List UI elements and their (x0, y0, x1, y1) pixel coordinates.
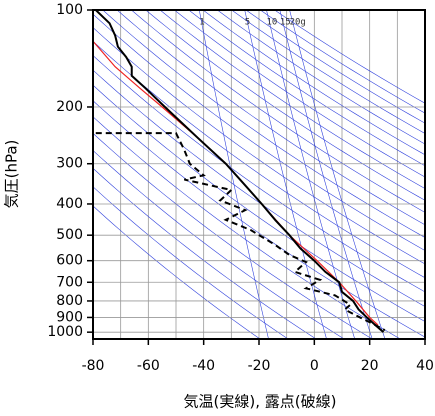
y-tick-label: 700 (56, 274, 83, 290)
mixing-ratio-label: 15 (280, 18, 291, 28)
dry-adiabat (131, 10, 425, 213)
x-tick-label: -40 (192, 358, 215, 374)
y-tick-label: 300 (56, 156, 83, 172)
y-tick-label: 800 (56, 293, 83, 309)
mixing-ratio-line (279, 10, 373, 339)
mixing-ratio-line (198, 10, 269, 339)
dry-adiabat (245, 10, 425, 124)
dry-adiabat (93, 132, 373, 339)
dry-adiabat (145, 10, 425, 201)
dry-adiabat (102, 10, 425, 238)
x-tick-label: -60 (137, 358, 160, 374)
y-tick-label: 600 (56, 253, 83, 269)
dry-adiabat (93, 100, 425, 338)
mixing-ratio-line (266, 10, 356, 339)
dry-adiabat (116, 10, 425, 226)
mixing-ratio-line (289, 10, 386, 339)
y-tick-label: 200 (56, 99, 83, 115)
mixing-ratio-label: 1 (199, 18, 204, 28)
y-tick-label: 500 (56, 227, 83, 243)
x-tick-label: -80 (82, 358, 105, 374)
dry-adiabat (274, 10, 425, 104)
y-tick-label: 100 (56, 2, 83, 18)
y-axis-label: 気圧(hPa) (3, 140, 21, 209)
dry-adiabat (260, 10, 425, 114)
profiles (93, 10, 386, 333)
y-tick-label: 400 (56, 196, 83, 212)
dry-adiabat (93, 84, 425, 322)
x-tick-label: -20 (248, 358, 271, 374)
dry-adiabat (93, 55, 425, 293)
dry-adiabat (188, 10, 425, 167)
x-tick-label: 40 (416, 358, 434, 374)
mixing-ratio-label: 5 (245, 18, 250, 28)
dry-adiabat (93, 69, 425, 307)
reference-lines (93, 10, 425, 339)
y-tick-label: 1000 (47, 324, 83, 340)
x-tick-label: 20 (361, 358, 379, 374)
mixing-ratio-label: 20g (290, 18, 306, 28)
x-tick-label: 0 (310, 358, 319, 374)
dry-adiabat (217, 10, 425, 145)
dry-adiabat (93, 27, 425, 265)
dry-adiabat (93, 205, 261, 339)
dry-adiabat (231, 10, 425, 134)
y-tick-label: 900 (56, 309, 83, 325)
dry-adiabat (93, 150, 345, 339)
dry-adiabat (159, 10, 425, 189)
dry-adiabat (93, 186, 289, 339)
dewpoint-line (95, 132, 386, 332)
dry-adiabat (93, 13, 425, 251)
dry-adiabat (93, 40, 425, 279)
dry-adiabat (93, 167, 317, 339)
mixing-ratio-label: 10 (266, 18, 277, 28)
dry-adiabat (174, 10, 425, 178)
x-axis-label: 気温(実線), 露点(破線) (184, 393, 337, 411)
temperature-line (95, 10, 385, 333)
